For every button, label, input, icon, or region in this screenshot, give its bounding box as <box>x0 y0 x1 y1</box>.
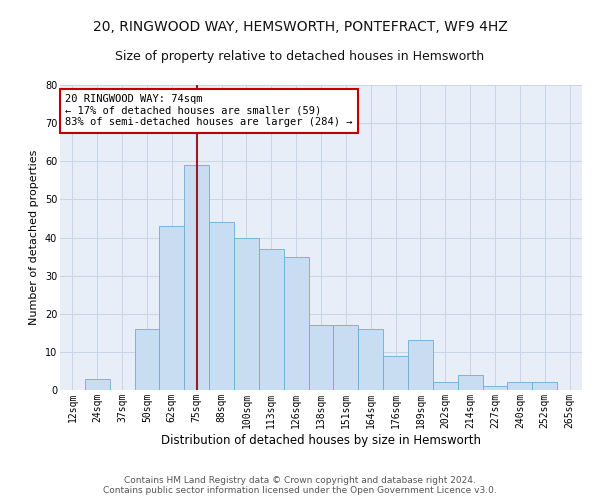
Text: Contains HM Land Registry data © Crown copyright and database right 2024.: Contains HM Land Registry data © Crown c… <box>124 476 476 485</box>
Text: 20, RINGWOOD WAY, HEMSWORTH, PONTEFRACT, WF9 4HZ: 20, RINGWOOD WAY, HEMSWORTH, PONTEFRACT,… <box>92 20 508 34</box>
Bar <box>334 325 358 390</box>
Bar <box>184 165 209 390</box>
Bar <box>408 340 433 390</box>
Bar <box>458 375 482 390</box>
Bar <box>308 325 334 390</box>
Y-axis label: Number of detached properties: Number of detached properties <box>29 150 39 325</box>
Bar <box>284 256 308 390</box>
Bar <box>259 249 284 390</box>
Bar <box>234 238 259 390</box>
Bar <box>134 329 160 390</box>
Text: Size of property relative to detached houses in Hemsworth: Size of property relative to detached ho… <box>115 50 485 63</box>
Bar <box>85 378 110 390</box>
Bar <box>358 329 383 390</box>
Bar <box>482 386 508 390</box>
Bar <box>209 222 234 390</box>
Bar <box>532 382 557 390</box>
Bar <box>433 382 458 390</box>
X-axis label: Distribution of detached houses by size in Hemsworth: Distribution of detached houses by size … <box>161 434 481 446</box>
Bar <box>508 382 532 390</box>
Bar <box>160 226 184 390</box>
Text: 20 RINGWOOD WAY: 74sqm
← 17% of detached houses are smaller (59)
83% of semi-det: 20 RINGWOOD WAY: 74sqm ← 17% of detached… <box>65 94 353 128</box>
Bar <box>383 356 408 390</box>
Text: Contains public sector information licensed under the Open Government Licence v3: Contains public sector information licen… <box>103 486 497 495</box>
